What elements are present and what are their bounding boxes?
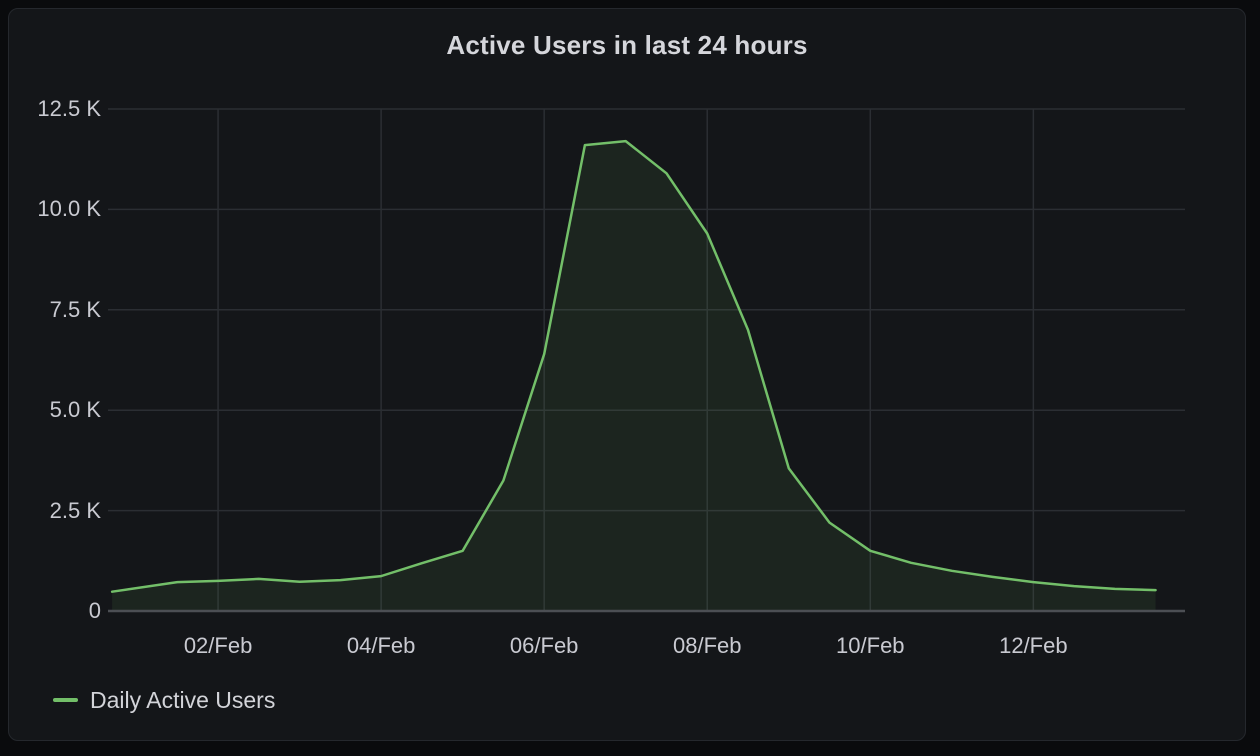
x-tick-label: 10/Feb [836, 633, 905, 658]
grafana-panel: Active Users in last 24 hours 0 2.5 K 5.0 … [8, 8, 1246, 741]
series-area-fill [112, 141, 1156, 611]
y-tick-label: 10.0 K [37, 196, 101, 222]
x-tick-label: 12/Feb [999, 633, 1068, 658]
y-tick-label: 2.5 K [49, 497, 101, 523]
legend-item-daily-active-users[interactable]: Daily Active Users [53, 686, 275, 714]
legend-series-color-dash [53, 698, 78, 702]
legend-series-label: Daily Active Users [90, 686, 276, 713]
y-tick-label: 0 [88, 598, 101, 623]
series-line [110, 139, 1157, 593]
panel-title: Active Users in last 24 hours [446, 30, 808, 60]
x-tick-label: 04/Feb [346, 633, 416, 658]
y-tick-label: 5.0 K [49, 397, 101, 423]
x-tick-label: 06/Feb [509, 633, 579, 658]
y-tick-label: 12.5 K [37, 96, 101, 121]
chart-plot-area[interactable] [108, 108, 1185, 613]
y-tick-label: 7.5 K [49, 296, 101, 322]
x-tick-label: 02/Feb [183, 633, 253, 658]
x-tick-label: 08/Feb [672, 633, 742, 658]
